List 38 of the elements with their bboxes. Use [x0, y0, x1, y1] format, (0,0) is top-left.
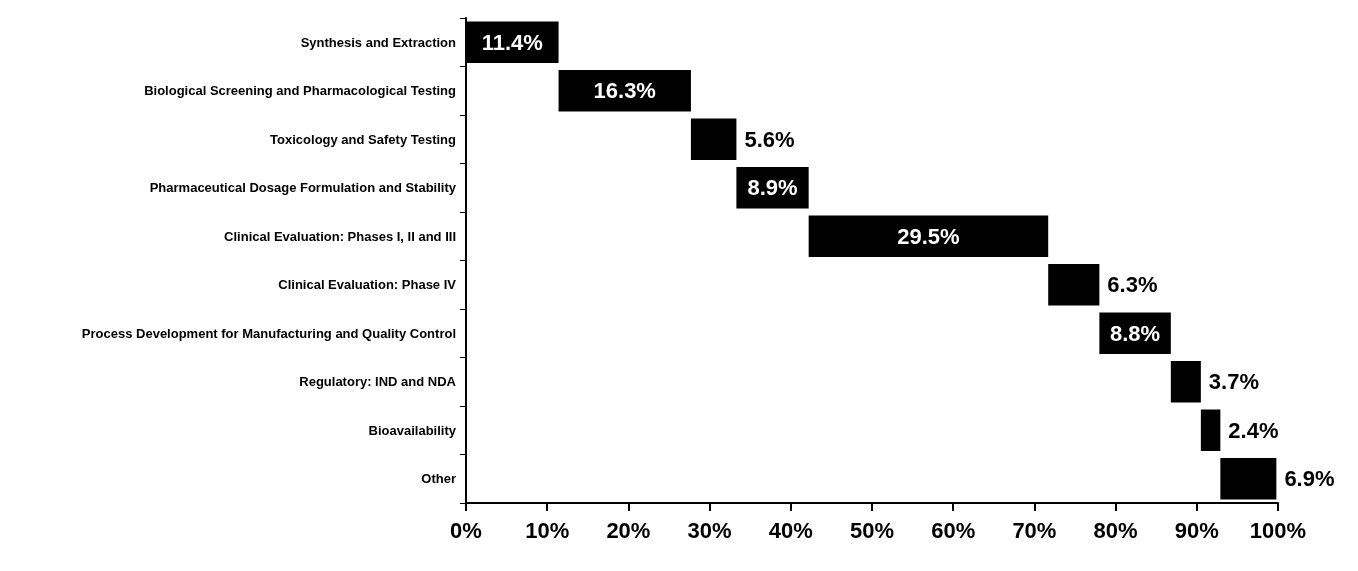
bar [1170, 360, 1201, 403]
x-tick-label: 100% [1249, 517, 1307, 543]
bar [1220, 457, 1277, 500]
x-tick-label: 80% [1093, 517, 1138, 543]
y-tick-label: Process Development for Manufacturing and Quality Control [81, 325, 456, 341]
bar [690, 118, 737, 161]
data-label: 11.4% [481, 29, 543, 55]
y-tick-label: Bioavailability [368, 422, 457, 438]
data-label: 2.4% [1228, 417, 1279, 443]
data-label: 8.8% [1110, 320, 1161, 346]
x-tick-label: 10% [525, 517, 570, 543]
x-tick-label: 20% [606, 517, 651, 543]
bar [1048, 263, 1100, 306]
x-tick-label: 90% [1174, 517, 1219, 543]
data-label: 6.9% [1284, 466, 1335, 492]
y-tick-label: Pharmaceutical Dosage Formulation and Stability [149, 180, 457, 196]
y-tick-label: Other [421, 471, 456, 487]
y-tick-label: Synthesis and Extraction [300, 34, 457, 50]
data-label: 16.3% [593, 78, 656, 104]
y-tick-label: Biological Screening and Pharmacological Testing [144, 83, 457, 99]
data-label: 6.3% [1107, 272, 1158, 298]
bar [808, 215, 1049, 258]
data-label: 8.9% [747, 175, 798, 201]
x-tick-label: 0% [450, 517, 482, 543]
y-tick-label: Regulatory: IND and NDA [299, 374, 457, 390]
x-tick-label: 50% [849, 517, 895, 543]
y-tick-label: Clinical Evaluation: Phases I, II and III [224, 228, 456, 244]
x-tick-label: 40% [768, 517, 813, 543]
data-label: 29.5% [897, 223, 960, 249]
data-label: 5.6% [744, 126, 795, 152]
y-tick-label: Toxicology and Safety Testing [270, 131, 457, 147]
x-tick-label: 70% [1012, 517, 1057, 543]
x-tick-label: 30% [687, 517, 732, 543]
x-tick-label: 60% [931, 517, 976, 543]
y-tick-label: Clinical Evaluation: Phase IV [278, 277, 457, 293]
bar [558, 69, 691, 112]
bar [1200, 409, 1221, 452]
data-label: 3.7% [1208, 369, 1260, 395]
